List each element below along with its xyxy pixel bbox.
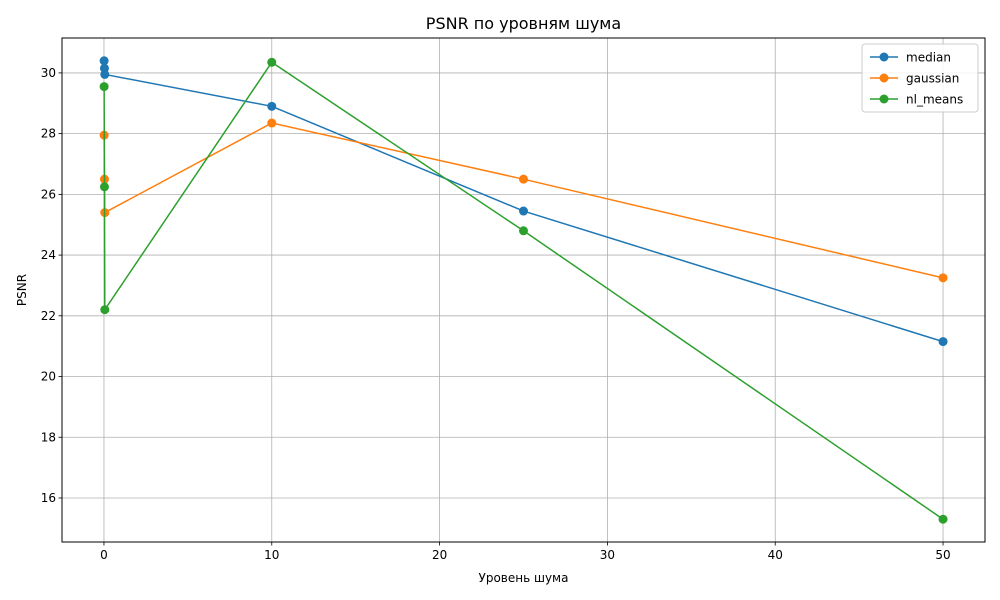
data-point-median — [519, 206, 528, 216]
x-tick-label: 40 — [768, 548, 783, 562]
chart-title: PSNR по уровням шума — [426, 14, 621, 33]
y-tick-label: 26 — [41, 187, 56, 201]
y-tick-label: 16 — [41, 491, 56, 505]
y-tick-label: 18 — [41, 430, 56, 444]
x-tick-label: 0 — [100, 548, 108, 562]
series-median — [99, 56, 948, 347]
legend-label: gaussian — [906, 72, 959, 86]
legend-marker — [879, 52, 889, 62]
y-tick-label: 30 — [41, 66, 56, 80]
data-point-median — [938, 337, 948, 347]
legend-item-gaussian: gaussian — [870, 72, 959, 86]
data-point-gaussian — [938, 273, 948, 283]
legend-marker — [879, 94, 889, 104]
data-point-nl_means — [267, 57, 277, 67]
data-point-median — [99, 56, 109, 66]
legend-label: median — [906, 51, 951, 65]
x-tick-label: 20 — [432, 548, 447, 562]
data-point-median — [267, 101, 277, 111]
data-point-nl_means — [99, 182, 109, 192]
legend-item-median: median — [870, 51, 951, 65]
y-tick-label: 24 — [41, 248, 56, 262]
x-tick-label: 50 — [935, 548, 950, 562]
series-nl_means — [99, 57, 948, 524]
x-tick-label: 30 — [600, 548, 615, 562]
y-tick-label: 22 — [41, 309, 56, 323]
series-layer — [99, 56, 948, 524]
legend-marker — [879, 73, 889, 83]
plot-frame — [61, 37, 986, 543]
legend: median gaussian nl_means — [861, 43, 979, 113]
series-line-nl_means — [103, 61, 944, 520]
data-point-gaussian — [519, 174, 528, 184]
x-tick-label: 10 — [264, 548, 279, 562]
legend-item-nl_means: nl_means — [870, 93, 963, 107]
y-tick-label: 20 — [41, 370, 56, 384]
data-point-gaussian — [267, 118, 277, 128]
ticks: 0 10 20 30 40 50 16 18 20 22 24 26 28 30 — [41, 66, 951, 562]
x-axis-label: Уровень шума — [479, 571, 569, 585]
legend-label: nl_means — [906, 93, 963, 107]
data-point-nl_means — [519, 226, 528, 236]
y-tick-label: 28 — [41, 127, 56, 141]
data-point-nl_means — [99, 82, 109, 92]
data-point-median — [100, 69, 110, 79]
legend-box — [861, 43, 979, 113]
grid — [62, 38, 985, 542]
data-point-nl_means — [938, 514, 948, 524]
y-axis-label: PSNR — [15, 274, 29, 306]
data-point-nl_means — [100, 305, 110, 315]
